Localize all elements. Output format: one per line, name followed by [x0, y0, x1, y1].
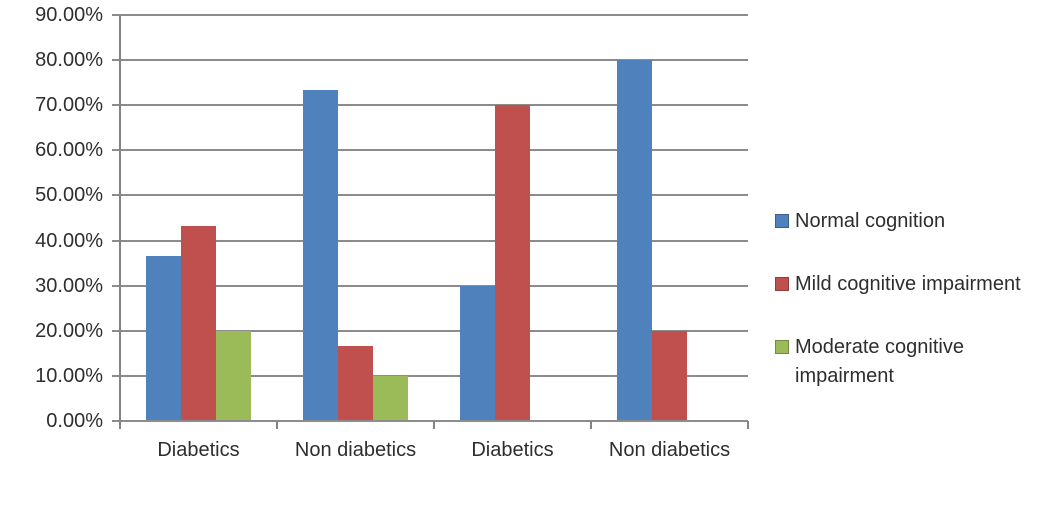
y-axis-tick-label: 10.00%	[35, 364, 103, 387]
y-axis-tick-label: 60.00%	[35, 139, 103, 162]
bar	[617, 60, 652, 421]
bar	[495, 105, 530, 421]
legend-marker	[775, 277, 789, 291]
gridline	[112, 375, 748, 377]
bar	[460, 286, 495, 421]
y-axis-tick-label: 80.00%	[35, 49, 103, 72]
bar	[146, 256, 181, 421]
y-axis-tick-label: 20.00%	[35, 319, 103, 342]
bar	[652, 331, 687, 421]
x-axis-tick	[433, 421, 435, 429]
legend-entry: Mild cognitive impairment	[775, 270, 1057, 299]
x-axis-category-label: Non diabetics	[294, 439, 417, 461]
y-axis-tick-label: 70.00%	[35, 94, 103, 117]
y-axis-line	[119, 15, 121, 429]
bar	[181, 226, 216, 421]
legend-entry: Moderate cognitive impairment	[775, 333, 1057, 391]
x-axis-tick	[276, 421, 278, 429]
x-axis-category-label: Diabetics	[157, 439, 240, 461]
gridline	[112, 104, 748, 106]
gridline	[112, 285, 748, 287]
legend-label: Moderate cognitive impairment	[795, 336, 964, 387]
legend: Normal cognition Mild cognitive impairmen…	[775, 207, 1057, 391]
legend-marker	[775, 340, 789, 354]
x-axis-tick	[747, 421, 749, 429]
gridline	[112, 194, 748, 196]
y-axis-tick-label: 50.00%	[35, 184, 103, 207]
legend-label: Normal cognition	[795, 210, 946, 232]
gridline	[112, 59, 748, 61]
gridline	[112, 330, 748, 332]
gridline	[112, 240, 748, 242]
gridline	[112, 420, 748, 422]
x-axis-tick	[590, 421, 592, 429]
legend-label: Mild cognitive impairment	[795, 273, 1021, 295]
bar	[338, 346, 373, 421]
gridline	[112, 149, 748, 151]
legend-entry: Normal cognition	[775, 207, 1057, 236]
x-axis-category-label: Non diabetics	[608, 439, 731, 461]
legend-marker	[775, 214, 789, 228]
y-axis-tick-label: 90.00%	[35, 4, 103, 26]
y-axis-tick-label: 30.00%	[35, 274, 103, 297]
gridline	[112, 14, 748, 16]
x-axis-category-label: Diabetics	[471, 439, 554, 461]
bar	[373, 376, 408, 421]
bar	[303, 90, 338, 421]
bar	[216, 331, 251, 421]
plot-area	[112, 14, 749, 429]
y-axis-tick-label: 0.00%	[46, 410, 103, 432]
y-axis-tick-label: 40.00%	[35, 229, 103, 252]
